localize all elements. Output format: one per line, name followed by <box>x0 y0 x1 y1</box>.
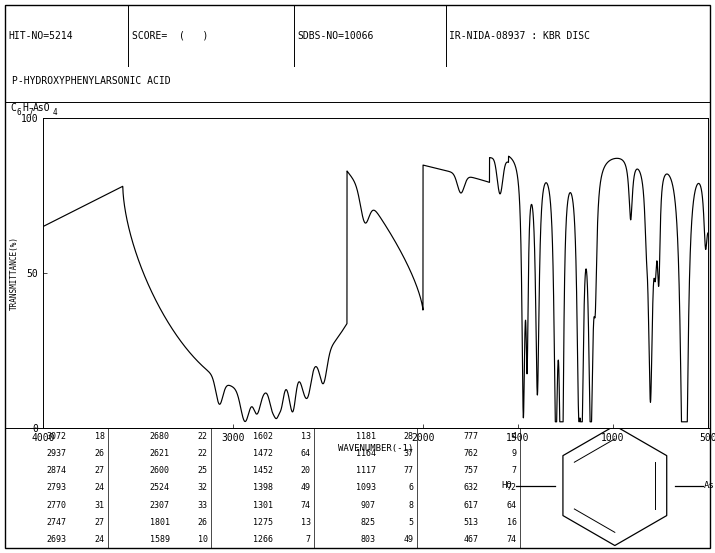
Text: 1117: 1117 <box>355 466 375 476</box>
Text: 1164: 1164 <box>355 449 375 458</box>
Text: 6: 6 <box>17 108 21 117</box>
Text: 1398: 1398 <box>252 483 272 493</box>
Text: 632: 632 <box>463 483 478 493</box>
Text: 1266: 1266 <box>252 535 272 544</box>
Text: 7: 7 <box>29 108 33 117</box>
Text: 825: 825 <box>360 518 375 527</box>
Text: 27: 27 <box>95 518 105 527</box>
Text: 762: 762 <box>463 449 478 458</box>
Text: 617: 617 <box>463 500 478 510</box>
Text: 74: 74 <box>301 500 311 510</box>
Text: 1301: 1301 <box>252 500 272 510</box>
Text: HIT-NO=5214: HIT-NO=5214 <box>9 31 73 41</box>
Text: 1589: 1589 <box>149 535 169 544</box>
Text: 72: 72 <box>506 483 516 493</box>
Y-axis label: TRANSMITTANCE(%): TRANSMITTANCE(%) <box>10 236 19 310</box>
Text: 4: 4 <box>52 108 57 117</box>
Text: SDBS-NO=10066: SDBS-NO=10066 <box>297 31 374 41</box>
Text: 74: 74 <box>506 535 516 544</box>
Text: 64: 64 <box>506 500 516 510</box>
Text: 27: 27 <box>95 466 105 476</box>
Text: 26: 26 <box>198 518 208 527</box>
Text: H: H <box>22 103 28 113</box>
Text: 22: 22 <box>198 432 208 441</box>
Text: 22: 22 <box>198 449 208 458</box>
Text: 5: 5 <box>409 518 414 527</box>
Text: 2524: 2524 <box>149 483 169 493</box>
Text: 26: 26 <box>95 449 105 458</box>
Text: 7: 7 <box>511 466 516 476</box>
Text: 467: 467 <box>463 535 478 544</box>
Text: 33: 33 <box>198 500 208 510</box>
Text: 37: 37 <box>404 449 414 458</box>
Text: 49: 49 <box>301 483 311 493</box>
Text: 3072: 3072 <box>46 432 66 441</box>
Text: 1452: 1452 <box>252 466 272 476</box>
Text: 757: 757 <box>463 466 478 476</box>
Text: 49: 49 <box>404 535 414 544</box>
Text: 24: 24 <box>95 535 105 544</box>
Text: 907: 907 <box>360 500 375 510</box>
Text: 28: 28 <box>404 432 414 441</box>
Text: 803: 803 <box>360 535 375 544</box>
Text: 2874: 2874 <box>46 466 66 476</box>
X-axis label: WAVENUMBER(-1): WAVENUMBER(-1) <box>338 444 413 453</box>
Text: 1181: 1181 <box>355 432 375 441</box>
Text: 777: 777 <box>463 432 478 441</box>
Text: 25: 25 <box>198 466 208 476</box>
Text: 2770: 2770 <box>46 500 66 510</box>
Text: 13: 13 <box>301 432 311 441</box>
Text: 31: 31 <box>95 500 105 510</box>
Text: 1093: 1093 <box>355 483 375 493</box>
Text: 24: 24 <box>95 483 105 493</box>
Text: 513: 513 <box>463 518 478 527</box>
Text: 2307: 2307 <box>149 500 169 510</box>
Text: 4: 4 <box>511 432 516 441</box>
Text: 32: 32 <box>198 483 208 493</box>
Text: 20: 20 <box>301 466 311 476</box>
Text: 2693: 2693 <box>46 535 66 544</box>
Text: 2747: 2747 <box>46 518 66 527</box>
Text: 2937: 2937 <box>46 449 66 458</box>
Text: 2600: 2600 <box>149 466 169 476</box>
Text: 64: 64 <box>301 449 311 458</box>
Text: 2793: 2793 <box>46 483 66 493</box>
Text: 13: 13 <box>301 518 311 527</box>
Text: 8: 8 <box>409 500 414 510</box>
Text: 1275: 1275 <box>252 518 272 527</box>
Text: IR-NIDA-08937 : KBR DISC: IR-NIDA-08937 : KBR DISC <box>449 31 590 41</box>
Text: 1602: 1602 <box>252 432 272 441</box>
Text: 9: 9 <box>511 449 516 458</box>
Text: As: As <box>704 481 714 490</box>
Text: 10: 10 <box>198 535 208 544</box>
Text: AsO: AsO <box>33 103 51 113</box>
Text: 77: 77 <box>404 466 414 476</box>
Text: 18: 18 <box>95 432 105 441</box>
Text: P-HYDROXYPHENYLARSONIC ACID: P-HYDROXYPHENYLARSONIC ACID <box>12 76 171 86</box>
Text: 1801: 1801 <box>149 518 169 527</box>
Text: HO: HO <box>502 481 513 490</box>
Text: 1472: 1472 <box>252 449 272 458</box>
Text: C: C <box>11 103 16 113</box>
Text: 7: 7 <box>306 535 311 544</box>
Text: 16: 16 <box>506 518 516 527</box>
Text: 2680: 2680 <box>149 432 169 441</box>
Text: 6: 6 <box>409 483 414 493</box>
Text: SCORE=  (   ): SCORE= ( ) <box>132 31 208 41</box>
Text: 2621: 2621 <box>149 449 169 458</box>
